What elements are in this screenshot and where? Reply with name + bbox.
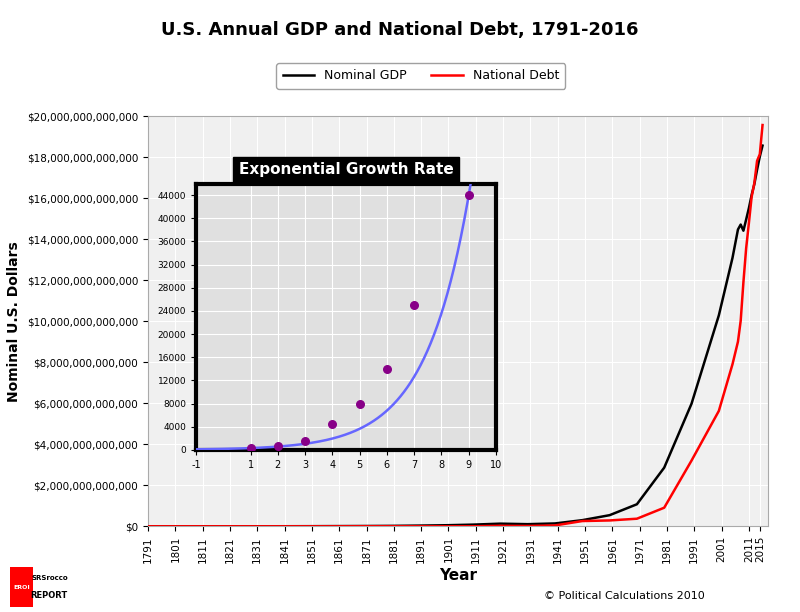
Point	[298, 436, 311, 446]
Point	[408, 300, 421, 310]
Text: REPORT: REPORT	[30, 591, 68, 600]
Text: © Political Calculations 2010: © Political Calculations 2010	[544, 591, 705, 601]
Point	[326, 419, 338, 428]
FancyBboxPatch shape	[10, 567, 33, 607]
Text: Exponential Growth Rate: Exponential Growth Rate	[238, 162, 454, 177]
Point	[244, 443, 257, 453]
Y-axis label: Nominal U.S. Dollars: Nominal U.S. Dollars	[7, 241, 22, 401]
Text: EROI: EROI	[13, 584, 30, 590]
Text: SRSrocco: SRSrocco	[31, 575, 68, 581]
Point	[381, 364, 394, 374]
X-axis label: Year: Year	[439, 568, 477, 583]
Point	[462, 190, 475, 200]
Point	[354, 398, 366, 408]
Legend: Nominal GDP, National Debt: Nominal GDP, National Debt	[276, 63, 566, 89]
Point	[271, 441, 284, 451]
Text: U.S. Annual GDP and National Debt, 1791-2016: U.S. Annual GDP and National Debt, 1791-…	[162, 21, 638, 39]
